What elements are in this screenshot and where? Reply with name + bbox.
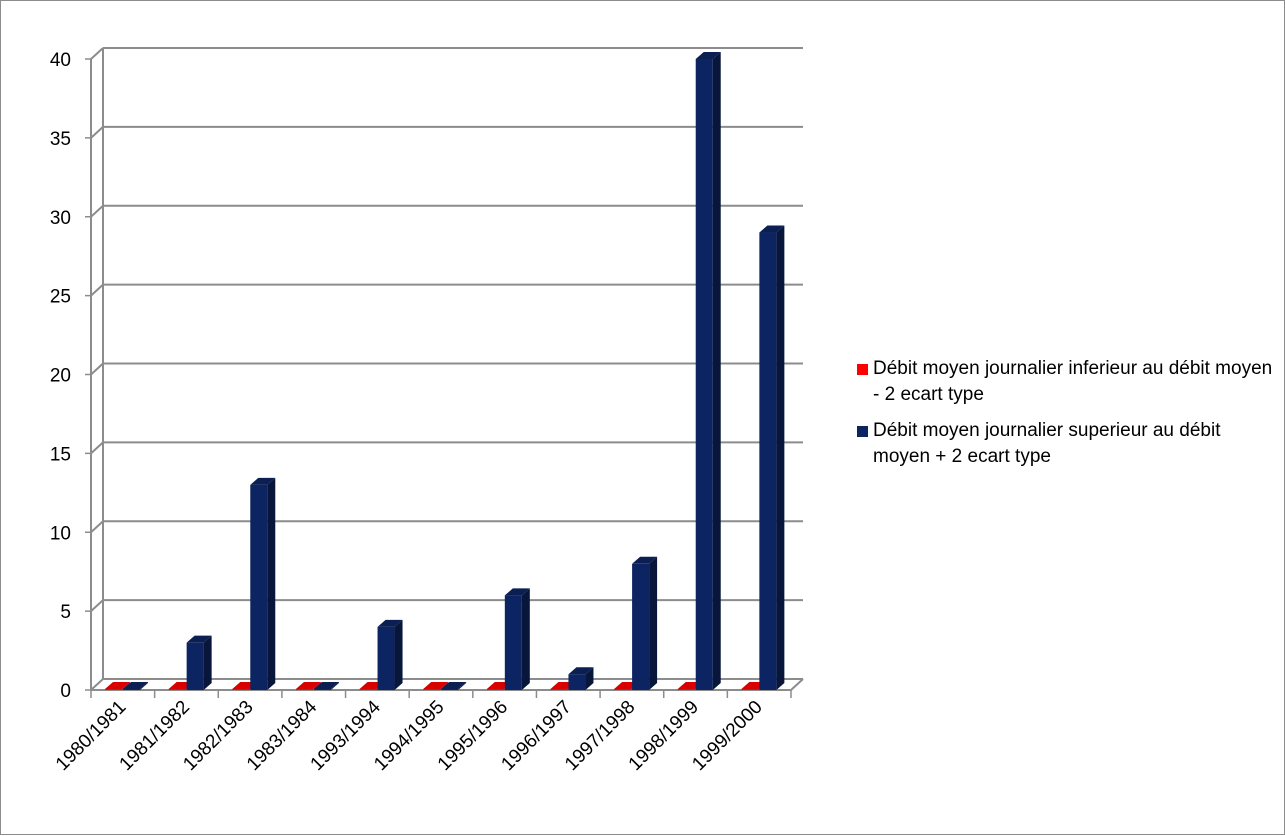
bar-1-1994/1995 [423,682,449,690]
y-tick-label: 0 [60,681,71,702]
legend-label-series-2: Débit moyen journalier superieur au débi… [873,420,1221,467]
gridline-depth [90,205,104,218]
bar-2-1982/1983 [250,477,276,690]
bar-1-1980/1981 [105,682,130,690]
legend-entry-series-1: Débit moyen journalier inferieur au débi… [857,356,1277,408]
gridline-depth [90,126,104,139]
bar-2-1998/1999 [695,52,721,690]
bar-2-1994/1995 [441,682,467,690]
legend-swatch-series-1 [857,364,868,375]
y-tick-label: 30 [50,208,71,229]
chart-legend: Débit moyen journalier inferieur au débi… [857,356,1277,480]
y-tick-label: 5 [60,602,71,623]
bar-2-1983/1984 [313,682,339,690]
gridline-depth [90,520,104,533]
y-tick-label: 10 [50,523,71,544]
y-tick-label: 35 [50,129,71,150]
gridline-depth [90,441,104,455]
gridline-depth [90,678,104,691]
legend-swatch-series-2 [857,426,868,437]
bar-2-1997/1998 [632,556,658,690]
legend-label-series-1: Débit moyen journalier inferieur au débi… [873,358,1273,405]
legend-entry-series-2: Débit moyen journalier superieur au débi… [857,418,1277,470]
gridline-depth [90,599,104,612]
x-tick-label: 1999/2000 [688,697,766,775]
bar-2-1980/1981 [123,682,148,690]
bar-2-1993/1994 [377,619,403,690]
y-tick-label: 40 [50,50,71,71]
bar-1-1983/1984 [295,682,321,690]
gridline-depth [90,362,104,376]
gridline-depth [90,283,104,297]
bar-2-1981/1982 [186,635,212,690]
y-tick-label: 20 [50,366,71,387]
bar-2-1999/2000 [759,225,785,690]
bar-2-1996/1997 [568,667,594,690]
floor-right-edge [790,678,804,691]
gridline-depth [90,47,104,60]
y-tick-label: 15 [50,444,71,465]
y-tick-label: 25 [50,287,71,308]
bar-2-1995/1996 [504,588,530,690]
